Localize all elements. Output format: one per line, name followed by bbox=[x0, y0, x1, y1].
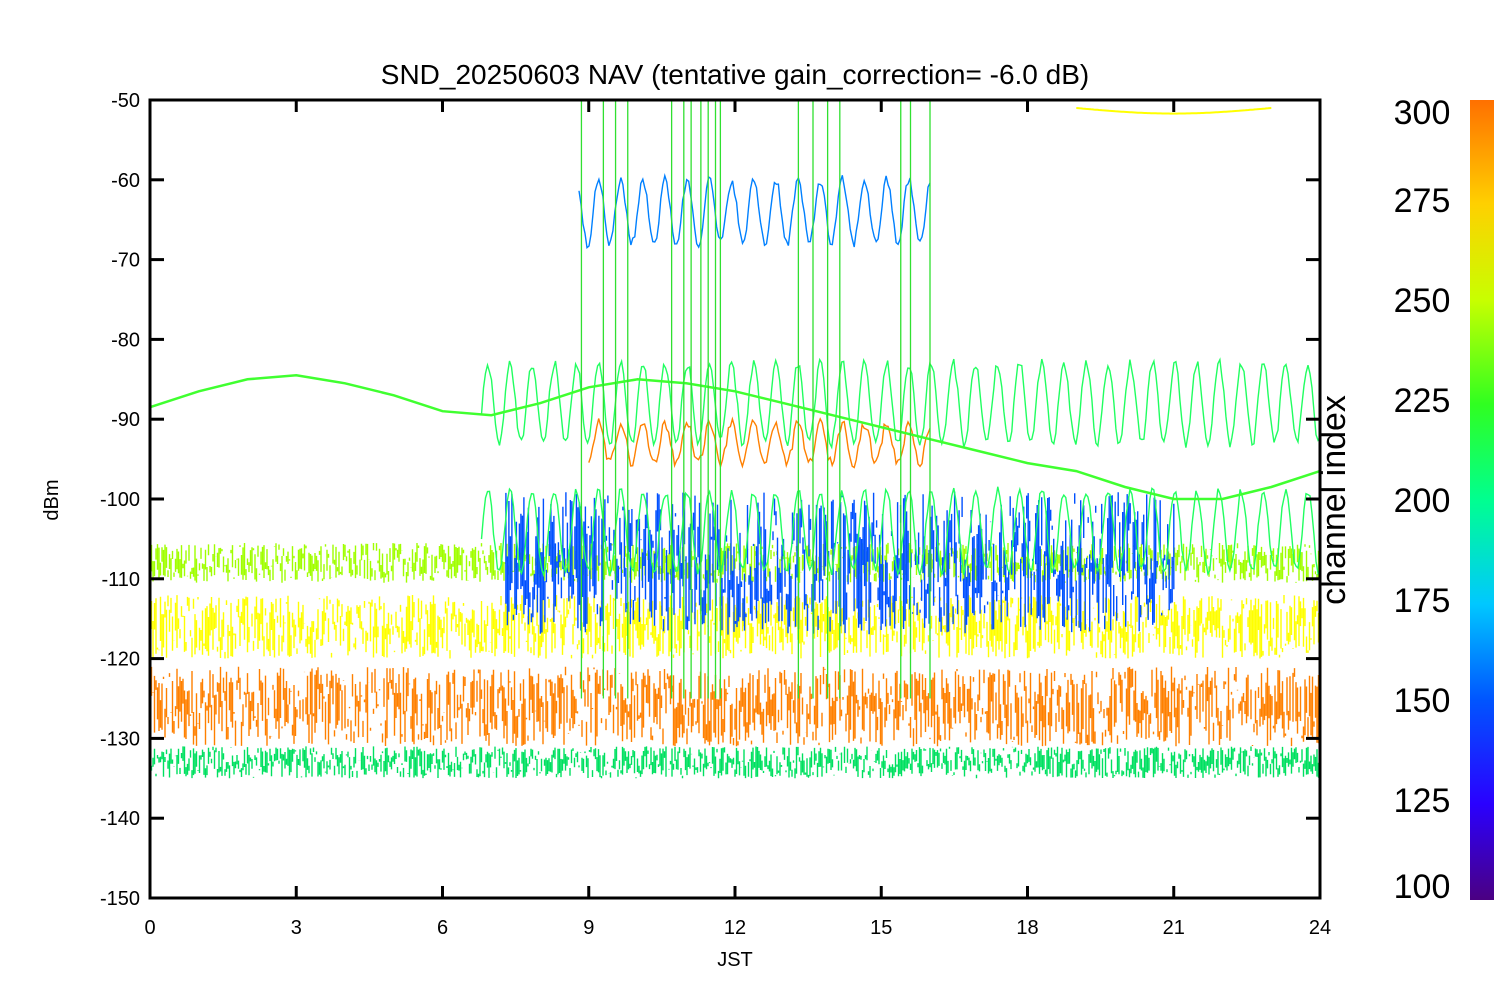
series-oscillation bbox=[588, 416, 931, 470]
series-band bbox=[505, 491, 1175, 635]
colorbar-tick-label: 250 bbox=[1394, 282, 1451, 320]
colorbar-tick-label: 200 bbox=[1394, 482, 1451, 520]
colorbar-tick-label: 300 bbox=[1394, 94, 1451, 132]
y-tick-label: -130 bbox=[100, 728, 140, 750]
colorbar-tick-label: 150 bbox=[1394, 682, 1451, 720]
colorbar-tick-label: 100 bbox=[1394, 868, 1451, 906]
y-tick-label: -150 bbox=[100, 888, 140, 910]
series-band bbox=[150, 666, 1320, 747]
y-tick-label: -110 bbox=[101, 569, 140, 591]
y-tick-label: -80 bbox=[111, 329, 140, 351]
y-tick-label: -120 bbox=[100, 649, 140, 671]
x-tick-label: 3 bbox=[291, 917, 302, 939]
series-band bbox=[150, 746, 1320, 779]
x-tick-label: 15 bbox=[870, 917, 892, 939]
plot-series bbox=[150, 100, 1320, 779]
colorbar-label: channel index bbox=[1315, 395, 1353, 605]
y-tick-label: -90 bbox=[111, 409, 140, 431]
x-axis-ticks: 0 3 6 9 12 15 18 21 24 bbox=[144, 100, 1331, 939]
y-axis-ticks: -50 -60 -70 -80 -90 -100 -110 -120 -130 -140 -150 bbox=[100, 90, 1320, 910]
x-tick-label: 9 bbox=[583, 917, 594, 939]
y-axis-label: dBm bbox=[41, 479, 63, 520]
x-tick-label: 6 bbox=[437, 917, 448, 939]
y-tick-label: -70 bbox=[111, 250, 140, 272]
x-tick-label: 21 bbox=[1163, 917, 1185, 939]
series-oscillation bbox=[578, 172, 931, 250]
colorbar-tick-label: 125 bbox=[1394, 782, 1451, 820]
x-tick-label: 18 bbox=[1016, 917, 1038, 939]
x-tick-label: 24 bbox=[1309, 917, 1331, 939]
y-tick-label: -100 bbox=[100, 489, 140, 511]
chart-title: SND_20250603 NAV (tentative gain_correct… bbox=[381, 59, 1089, 90]
colorbar-ticks: 300 275 250 225 200 175 150 125 100 bbox=[1394, 94, 1451, 906]
colorbar-tick-label: 275 bbox=[1394, 182, 1451, 220]
plot-frame bbox=[148, 98, 1322, 900]
y-tick-label: -50 bbox=[111, 90, 140, 112]
x-axis-label: JST bbox=[717, 949, 753, 971]
colorbar bbox=[1470, 100, 1494, 900]
y-tick-label: -140 bbox=[100, 808, 140, 830]
x-tick-label: 0 bbox=[144, 917, 155, 939]
series-curve bbox=[1076, 107, 1272, 115]
colorbar-tick-label: 225 bbox=[1394, 382, 1451, 420]
series-line bbox=[150, 374, 1320, 501]
y-tick-label: -60 bbox=[111, 170, 140, 192]
x-tick-label: 12 bbox=[724, 917, 746, 939]
colorbar-tick-label: 175 bbox=[1394, 582, 1451, 620]
series-band bbox=[150, 594, 1320, 659]
